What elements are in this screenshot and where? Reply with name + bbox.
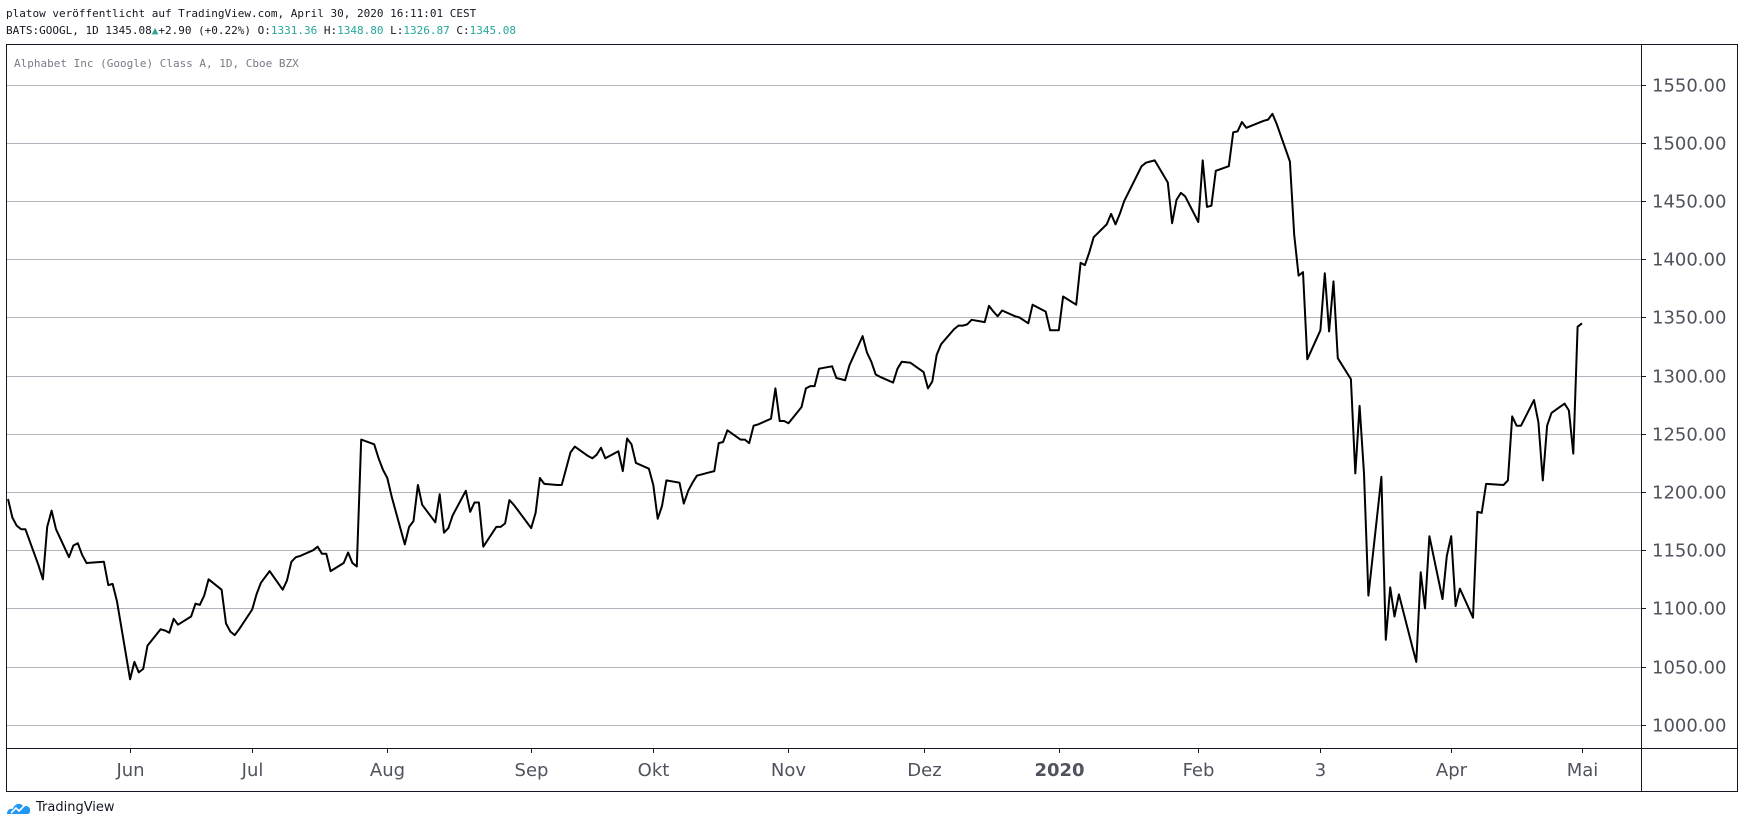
price-tick-label: 1000.00 bbox=[1652, 716, 1726, 737]
time-tick-label: Jul bbox=[241, 760, 264, 781]
time-tick-label: Sep bbox=[515, 760, 549, 781]
price-tick-label: 1250.00 bbox=[1652, 425, 1726, 446]
price-tick-label: 1450.00 bbox=[1652, 192, 1726, 213]
price-tick-label: 1050.00 bbox=[1652, 658, 1726, 679]
open-value: 1331.36 bbox=[270, 24, 318, 37]
price-tick-label: 1500.00 bbox=[1652, 134, 1726, 155]
price-tick-label: 1150.00 bbox=[1652, 541, 1726, 562]
gridlines bbox=[7, 85, 1641, 726]
brand-name: TradingView bbox=[36, 800, 115, 815]
price-series bbox=[7, 112, 1583, 681]
close-value: 1345.08 bbox=[469, 24, 516, 37]
price-line bbox=[7, 112, 1583, 681]
tradingview-logo-icon bbox=[7, 803, 31, 814]
price-tick-label: 1100.00 bbox=[1652, 599, 1726, 620]
publish-info: platow veröffentlicht auf TradingView.co… bbox=[6, 7, 476, 20]
price-tick-label: 1300.00 bbox=[1652, 367, 1726, 388]
price-tick-label: 1400.00 bbox=[1652, 250, 1726, 271]
publish-line: platow veröffentlicht auf TradingView.co… bbox=[6, 7, 477, 20]
price-tick-label: 1200.00 bbox=[1652, 483, 1726, 504]
time-tick-label: Okt bbox=[638, 760, 670, 781]
up-triangle-icon: ▲ bbox=[151, 24, 159, 37]
time-tick-label: Apr bbox=[1436, 760, 1468, 781]
chart-title: Alphabet Inc (Google) Class A, 1D, Cboe … bbox=[14, 57, 299, 70]
time-axis: Jun Jul Aug Sep Okt Nov Dez 2020 Feb 3 Apr Mai bbox=[115, 748, 1598, 781]
ohlc-legend: BATS:GOOGL, 1D 1345.08▲+2.90 (+0.22%) O:… bbox=[6, 24, 516, 37]
last-price: 1345.08 bbox=[105, 24, 152, 37]
open-label: O: bbox=[257, 24, 271, 37]
close-label: C: bbox=[456, 24, 470, 37]
time-tick-label: 3 bbox=[1315, 760, 1326, 781]
time-tick-label: Dez bbox=[907, 760, 941, 781]
low-value: 1326.87 bbox=[403, 24, 450, 37]
high-label: H: bbox=[323, 24, 338, 37]
time-tick-label: Jun bbox=[115, 760, 144, 781]
time-tick-label: 2020 bbox=[1034, 760, 1084, 781]
low-label: L: bbox=[390, 24, 404, 37]
high-value: 1348.80 bbox=[337, 24, 384, 37]
tradingview-brand[interactable]: TradingView bbox=[6, 800, 115, 815]
price-tick-label: 1550.00 bbox=[1652, 76, 1726, 97]
time-tick-label: Nov bbox=[771, 760, 806, 781]
symbol-label: BATS:GOOGL, 1D bbox=[6, 24, 99, 37]
time-tick-label: Aug bbox=[370, 760, 405, 781]
chart-frame bbox=[6, 44, 1738, 792]
price-axis: 1000.00 1050.00 1100.00 1150.00 1200.00 1250.… bbox=[1641, 76, 1726, 737]
price-change: +2.90 (+0.22%) bbox=[158, 24, 252, 37]
time-tick-label: Feb bbox=[1183, 760, 1215, 781]
time-tick-label: Mai bbox=[1567, 760, 1599, 781]
price-tick-label: 1350.00 bbox=[1652, 308, 1726, 329]
